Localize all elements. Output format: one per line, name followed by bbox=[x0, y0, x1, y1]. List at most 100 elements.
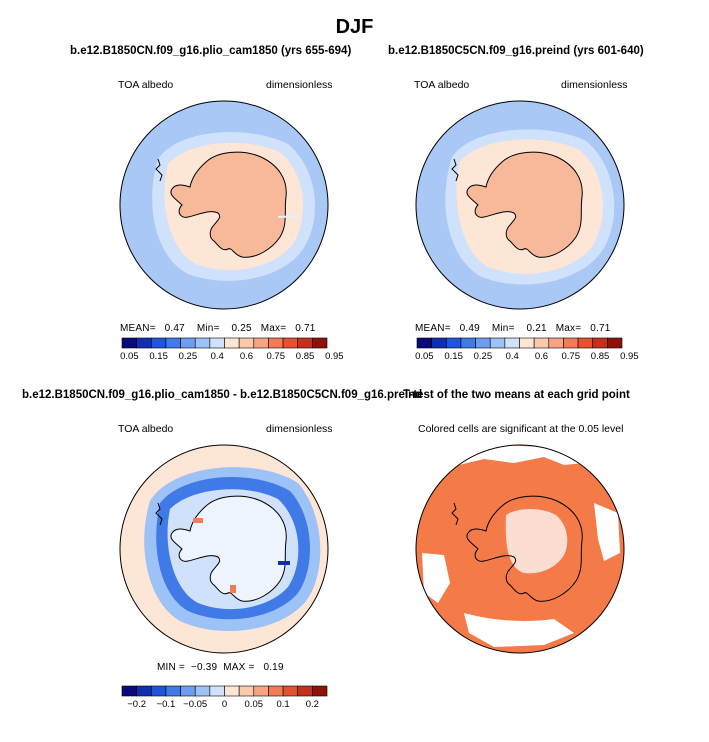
colorbar-tick-label: 0.85 bbox=[591, 351, 610, 362]
colorbar-tick-label: 0.4 bbox=[211, 351, 224, 362]
colorbar-tick-label: 0.05 bbox=[120, 351, 139, 362]
colorbar-cell bbox=[224, 337, 240, 349]
peninsula-coast bbox=[155, 158, 163, 182]
positive-anomaly-2 bbox=[230, 585, 236, 593]
colorbar-tick-label: 0.25 bbox=[179, 351, 198, 362]
colorbar-tick-label: −0.2 bbox=[127, 699, 146, 710]
colorbar-cell bbox=[563, 337, 579, 349]
colorbar-cell bbox=[194, 685, 211, 697]
min-label: Min= bbox=[196, 323, 220, 334]
min-value: −0.39 bbox=[190, 662, 218, 673]
colorbar-cell bbox=[268, 685, 284, 697]
colorbar-tick-label: 0.05 bbox=[415, 351, 434, 362]
colorbar-cell bbox=[224, 685, 240, 697]
panel-title-top-left: b.e12.B1850CN.f09_g16.plio_cam1850 (yrs … bbox=[70, 45, 352, 57]
colorbar-tick-label: 0.6 bbox=[535, 351, 548, 362]
mean-value: 0.47 bbox=[164, 323, 185, 334]
colorbar-cell bbox=[548, 337, 564, 349]
variable-label-bottom-left: TOA albedo bbox=[118, 423, 174, 435]
colorbar-cell bbox=[519, 337, 535, 349]
mean-label: MEAN= bbox=[120, 323, 156, 334]
stats-top-left: MEAN= 0.47 Min= 0.25 Max= 0.71 bbox=[120, 323, 316, 334]
polar-map-top-left bbox=[119, 100, 329, 310]
colorbar-cell bbox=[150, 337, 167, 349]
colorbar-cell bbox=[165, 337, 181, 349]
stats-bottom-left: MIN = −0.39 MAX = 0.19 bbox=[157, 662, 284, 673]
map-border bbox=[119, 444, 329, 654]
colorbar-cell bbox=[416, 337, 432, 349]
colorbar-cell bbox=[238, 337, 255, 349]
figure-title: DJF bbox=[335, 16, 374, 38]
colorbar-cell bbox=[253, 337, 269, 349]
colorbar-cell bbox=[607, 337, 623, 349]
insignificant-patch-inner bbox=[505, 509, 568, 574]
colorbar-cell bbox=[180, 685, 196, 697]
colorbar-cell bbox=[136, 337, 152, 349]
colorbar-cell bbox=[297, 337, 313, 349]
polar-map-top-right bbox=[415, 100, 625, 310]
colorbar-tick-label: 0.95 bbox=[325, 351, 344, 362]
colorbar-cell bbox=[460, 337, 476, 349]
panel-subtitle-bottom-right: Colored cells are significant at the 0.0… bbox=[418, 423, 624, 435]
colorbar-tick-label: 0.05 bbox=[245, 699, 263, 710]
colorbar-tick-label: 0.95 bbox=[620, 351, 639, 362]
map-border bbox=[119, 100, 329, 310]
peninsula-coast bbox=[451, 502, 459, 526]
colorbar-bottom-left: −0.2 −0.1 −0.05 0 0.05 0.1 0.2 bbox=[121, 685, 328, 710]
colorbar-cell bbox=[431, 337, 447, 349]
units-label-bottom-left: dimensionless bbox=[266, 423, 333, 435]
max-value: 0.71 bbox=[295, 323, 316, 334]
min-label: Min= bbox=[491, 323, 515, 334]
colorbar-cell bbox=[268, 337, 284, 349]
colorbar-cell bbox=[312, 685, 328, 697]
colorbar-cell bbox=[489, 337, 506, 349]
colorbar-cell bbox=[165, 685, 181, 697]
stats-top-right: MEAN= 0.49 Min= 0.21 Max= 0.71 bbox=[415, 323, 611, 334]
colorbar-tick-label: 0.15 bbox=[149, 351, 168, 362]
negative-anomaly-1 bbox=[278, 561, 290, 565]
polar-map-bottom-right bbox=[415, 444, 625, 654]
colorbar-cell bbox=[209, 685, 225, 697]
mean-label: MEAN= bbox=[415, 323, 451, 334]
colorbar-tick-label: 0.1 bbox=[276, 699, 289, 710]
colorbar-cell bbox=[121, 685, 137, 697]
colorbar-cell bbox=[194, 337, 211, 349]
units-label-top-right: dimensionless bbox=[561, 79, 628, 91]
panel-title-bottom-right: T-test of the two means at each grid poi… bbox=[403, 389, 630, 401]
max-label: Max= bbox=[555, 323, 582, 334]
max-value: 0.71 bbox=[590, 323, 611, 334]
colorbar-cell bbox=[150, 685, 167, 697]
colorbar-cell bbox=[282, 337, 299, 349]
colorbar-tick-label: 0.6 bbox=[240, 351, 253, 362]
colorbar-top-right: 0.05 0.15 0.25 0.4 0.6 0.75 0.85 0.95 bbox=[415, 337, 639, 362]
max-label: Max= bbox=[260, 323, 287, 334]
colorbar-cell bbox=[238, 685, 255, 697]
insignificant-patch-left bbox=[422, 553, 450, 603]
colorbar-tick-label: −0.1 bbox=[157, 699, 176, 710]
colorbar-cell bbox=[533, 337, 550, 349]
map-border bbox=[415, 100, 625, 310]
variable-label-top-right: TOA albedo bbox=[414, 79, 470, 91]
insignificant-patch-bottom bbox=[464, 613, 574, 647]
colorbar-tick-label: 0.4 bbox=[506, 351, 519, 362]
peninsula-coast bbox=[451, 158, 459, 182]
colorbar-tick-label: 0 bbox=[222, 699, 227, 710]
colorbar-tick-label: 0.75 bbox=[562, 351, 581, 362]
panel-title-bottom-left: b.e12.B1850CN.f09_g16.plio_cam1850 - b.e… bbox=[22, 389, 423, 401]
colorbar-cell bbox=[297, 685, 313, 697]
colorbar-cell bbox=[121, 337, 137, 349]
antarctica-land bbox=[466, 151, 583, 258]
colorbar-cell bbox=[253, 685, 269, 697]
map-border bbox=[415, 444, 625, 654]
max-label: MAX = bbox=[223, 662, 255, 673]
colorbar-cell bbox=[445, 337, 462, 349]
antarctica-coastline bbox=[466, 495, 583, 602]
max-value: 0.19 bbox=[263, 662, 284, 673]
colorbar-top-left: 0.05 0.15 0.25 0.4 0.6 0.75 0.85 0.95 bbox=[120, 337, 344, 362]
colorbar-tick-label: 0.25 bbox=[474, 351, 493, 362]
colorbar-cell bbox=[475, 337, 491, 349]
polar-map-bottom-left bbox=[119, 444, 329, 654]
units-label-top-left: dimensionless bbox=[266, 79, 333, 91]
colorbar-tick-label: −0.05 bbox=[183, 699, 207, 710]
colorbar-cell bbox=[592, 337, 608, 349]
